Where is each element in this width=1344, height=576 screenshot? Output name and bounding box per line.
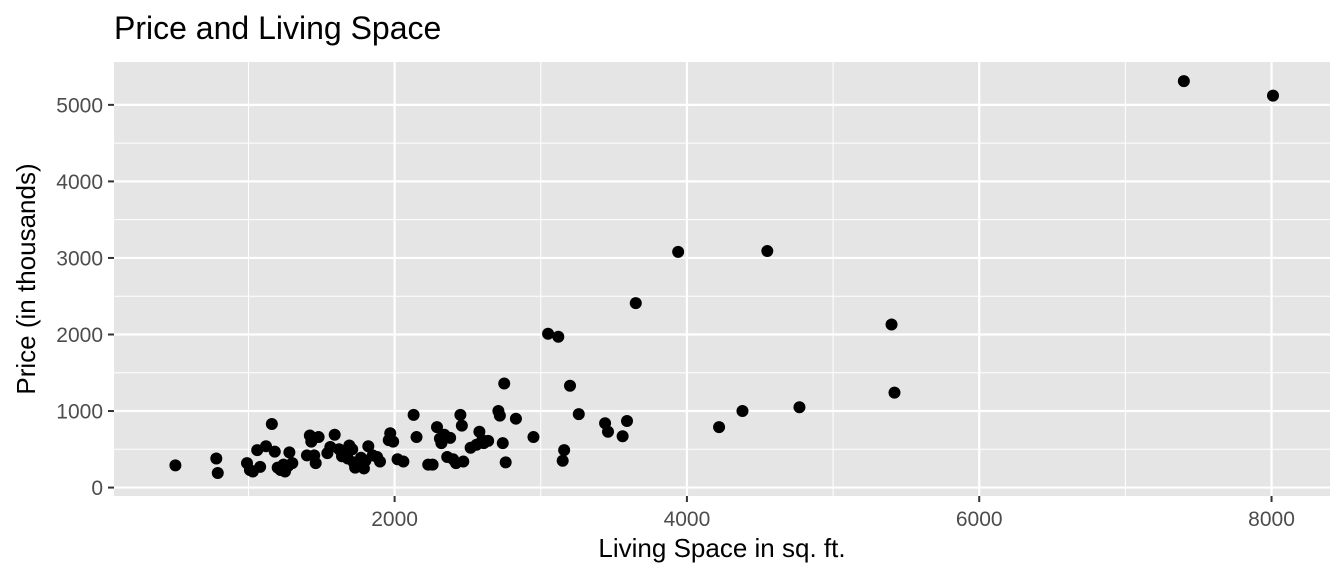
chart-title: Price and Living Space <box>114 10 441 46</box>
data-point <box>431 421 443 434</box>
data-point <box>309 457 322 470</box>
y-tick-label: 3000 <box>56 247 103 270</box>
data-point <box>885 318 898 331</box>
x-tick-label: 4000 <box>664 508 711 531</box>
x-tick-label: 8000 <box>1248 508 1295 531</box>
y-tick-label: 5000 <box>56 94 103 117</box>
major-gridlines <box>114 62 1330 496</box>
data-point <box>556 454 569 467</box>
data-point <box>616 430 629 443</box>
data-point <box>672 245 685 258</box>
data-point <box>454 408 467 421</box>
data-point <box>444 431 457 444</box>
data-point <box>328 428 341 441</box>
data-point <box>211 467 224 480</box>
data-point <box>498 377 511 390</box>
y-tick-label: 4000 <box>56 171 103 194</box>
data-point <box>265 418 278 431</box>
data-point <box>260 440 272 453</box>
data-point <box>482 434 495 447</box>
data-point <box>455 419 468 432</box>
data-point <box>407 408 420 421</box>
data-point <box>410 431 423 444</box>
data-point <box>629 297 642 310</box>
data-point <box>552 330 565 343</box>
data-point <box>793 401 806 414</box>
data-point <box>509 412 522 425</box>
data-point <box>312 431 325 444</box>
data-point <box>713 421 726 434</box>
data-point <box>572 408 585 421</box>
data-point <box>736 405 749 418</box>
y-axis-title: Price (in thousands) <box>11 163 41 394</box>
x-axis-title: Living Space in sq. ft. <box>598 533 845 563</box>
data-point <box>888 386 901 399</box>
data-point <box>602 425 614 438</box>
data-point <box>387 435 400 448</box>
data-point <box>426 458 439 471</box>
data-point <box>283 446 296 459</box>
data-point <box>496 437 509 450</box>
data-point <box>1177 75 1190 88</box>
data-point <box>169 459 182 472</box>
x-tick-label: 2000 <box>371 508 418 531</box>
data-point <box>558 444 571 457</box>
data-point <box>346 443 359 456</box>
data-point <box>210 452 223 465</box>
data-point <box>268 445 281 458</box>
data-point <box>397 455 410 468</box>
data-point <box>761 245 774 258</box>
data-point <box>254 460 267 473</box>
data-point <box>542 327 555 340</box>
x-tick-label: 6000 <box>956 508 1003 531</box>
data-points <box>169 75 1279 480</box>
data-point <box>457 455 470 468</box>
data-point <box>362 440 375 453</box>
data-point <box>527 431 540 444</box>
y-tick-label: 1000 <box>56 401 103 424</box>
data-point <box>499 456 512 469</box>
data-point <box>286 457 299 470</box>
data-point <box>1267 89 1279 102</box>
y-tick-label: 2000 <box>56 324 103 347</box>
y-axis-ticks: 0 1000 2000 3000 4000 5000 <box>56 94 114 500</box>
data-point <box>374 455 386 468</box>
minor-gridlines <box>114 62 1330 496</box>
data-point <box>621 414 633 427</box>
data-point <box>493 409 506 422</box>
data-point <box>564 379 576 392</box>
y-tick-label: 0 <box>91 477 103 500</box>
x-axis-ticks: 2000 4000 6000 8000 <box>371 496 1295 531</box>
